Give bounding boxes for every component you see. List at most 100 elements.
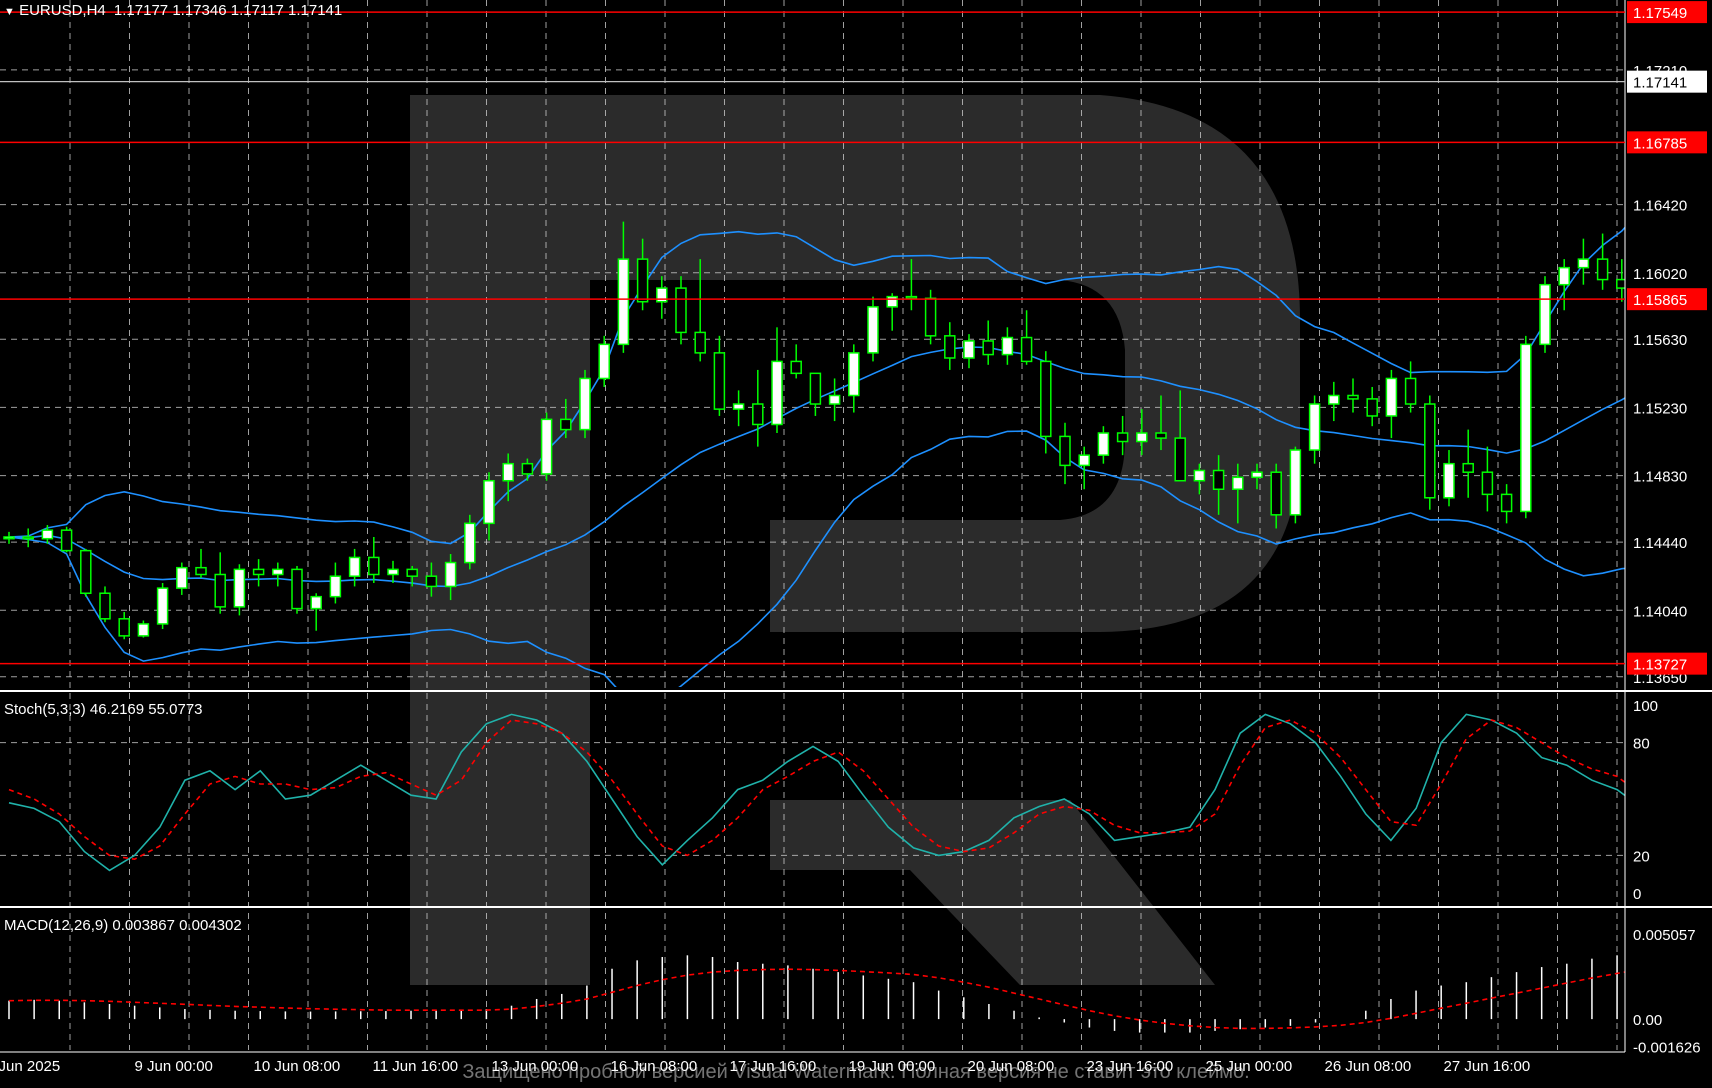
candle[interactable] <box>195 548 207 578</box>
candle[interactable] <box>675 276 687 345</box>
candle[interactable] <box>406 565 418 587</box>
candle[interactable] <box>1059 422 1071 485</box>
candle[interactable] <box>1251 463 1263 490</box>
candle[interactable] <box>502 453 514 502</box>
candle[interactable] <box>348 548 361 587</box>
candle[interactable] <box>1366 386 1378 427</box>
candle[interactable] <box>368 536 380 584</box>
stoch-signal-line <box>8 719 1625 861</box>
candle[interactable] <box>1116 415 1129 456</box>
candle[interactable] <box>1404 361 1417 413</box>
price-pane[interactable] <box>3 0 1712 699</box>
candle[interactable] <box>310 593 322 631</box>
candle[interactable] <box>41 525 54 544</box>
candle[interactable] <box>387 560 399 584</box>
price-tick-label: 1.14040 <box>1633 603 1687 620</box>
candle[interactable] <box>963 334 975 369</box>
candle[interactable] <box>848 344 860 413</box>
candle[interactable] <box>1443 450 1455 507</box>
candle[interactable] <box>1616 259 1627 302</box>
candle[interactable] <box>1539 276 1551 353</box>
candle[interactable] <box>1289 446 1302 524</box>
candle-body-bear <box>1059 435 1071 467</box>
candle[interactable] <box>156 583 169 630</box>
macd-pane[interactable] <box>8 934 1712 1033</box>
candle[interactable] <box>771 327 783 433</box>
candle[interactable] <box>214 552 226 614</box>
candle[interactable] <box>1001 327 1014 365</box>
candle[interactable] <box>3 531 15 544</box>
candle[interactable] <box>944 322 956 370</box>
candle[interactable] <box>694 259 706 362</box>
candle[interactable] <box>1212 455 1225 515</box>
candle[interactable] <box>982 320 994 365</box>
candle[interactable] <box>1347 378 1359 413</box>
candle[interactable] <box>1136 409 1148 456</box>
candle[interactable] <box>272 562 284 587</box>
candle[interactable] <box>867 296 879 362</box>
time-tick-label: 9 Jun 00:00 <box>135 1058 213 1075</box>
candle[interactable] <box>636 238 649 311</box>
candle[interactable] <box>617 221 630 353</box>
candle[interactable] <box>1270 463 1282 529</box>
candle[interactable] <box>252 559 265 587</box>
candle[interactable] <box>1097 426 1110 464</box>
candle[interactable] <box>483 472 495 541</box>
candle[interactable] <box>560 398 572 439</box>
candle[interactable] <box>828 378 841 422</box>
candle[interactable] <box>656 276 668 319</box>
candle[interactable] <box>329 562 342 604</box>
candle[interactable] <box>1500 484 1513 524</box>
candle[interactable] <box>598 335 610 387</box>
candle[interactable] <box>1232 463 1244 524</box>
candle-body-bull <box>464 522 476 564</box>
candle[interactable] <box>233 564 246 616</box>
stochastic-pane[interactable] <box>8 713 1712 872</box>
candle[interactable] <box>444 554 457 601</box>
candle[interactable] <box>1040 351 1052 454</box>
candle[interactable] <box>1462 429 1474 498</box>
candle[interactable] <box>579 369 591 439</box>
candle-body-bull <box>502 462 514 482</box>
candle[interactable] <box>60 526 73 553</box>
collapse-caret-icon[interactable]: ▼ <box>4 6 15 18</box>
candle[interactable] <box>425 562 438 597</box>
candle[interactable] <box>1078 446 1090 490</box>
candle[interactable] <box>1577 238 1590 285</box>
candle[interactable] <box>732 390 745 427</box>
candle[interactable] <box>99 586 111 623</box>
candle[interactable] <box>291 565 303 614</box>
candle[interactable] <box>22 528 34 548</box>
candle[interactable] <box>1596 233 1609 290</box>
candle[interactable] <box>1193 463 1206 495</box>
candle[interactable] <box>1481 446 1494 512</box>
candle[interactable] <box>809 372 822 416</box>
candle[interactable] <box>464 514 476 570</box>
candle[interactable] <box>540 412 553 481</box>
candle[interactable] <box>924 289 937 345</box>
candle[interactable] <box>80 548 92 597</box>
candle[interactable] <box>752 369 764 447</box>
candle-body-bear <box>713 352 726 410</box>
candle[interactable] <box>1385 369 1398 439</box>
candle-body-bull <box>828 394 841 405</box>
candle[interactable] <box>713 335 726 416</box>
candle[interactable] <box>176 562 188 595</box>
candle[interactable] <box>1155 395 1167 451</box>
candle[interactable] <box>1328 381 1340 422</box>
candle[interactable] <box>905 259 918 311</box>
candle[interactable] <box>1558 259 1570 311</box>
candle-body-bull <box>1001 336 1014 356</box>
candle[interactable] <box>1020 310 1033 365</box>
candle[interactable] <box>521 458 534 481</box>
candle[interactable] <box>1520 335 1532 519</box>
candle[interactable] <box>790 344 802 379</box>
candle[interactable] <box>137 620 150 638</box>
candle[interactable] <box>1308 395 1321 464</box>
candle[interactable] <box>1424 395 1436 510</box>
candle[interactable] <box>118 611 130 640</box>
candle[interactable] <box>1174 390 1186 482</box>
candle-body-bear <box>694 331 706 354</box>
